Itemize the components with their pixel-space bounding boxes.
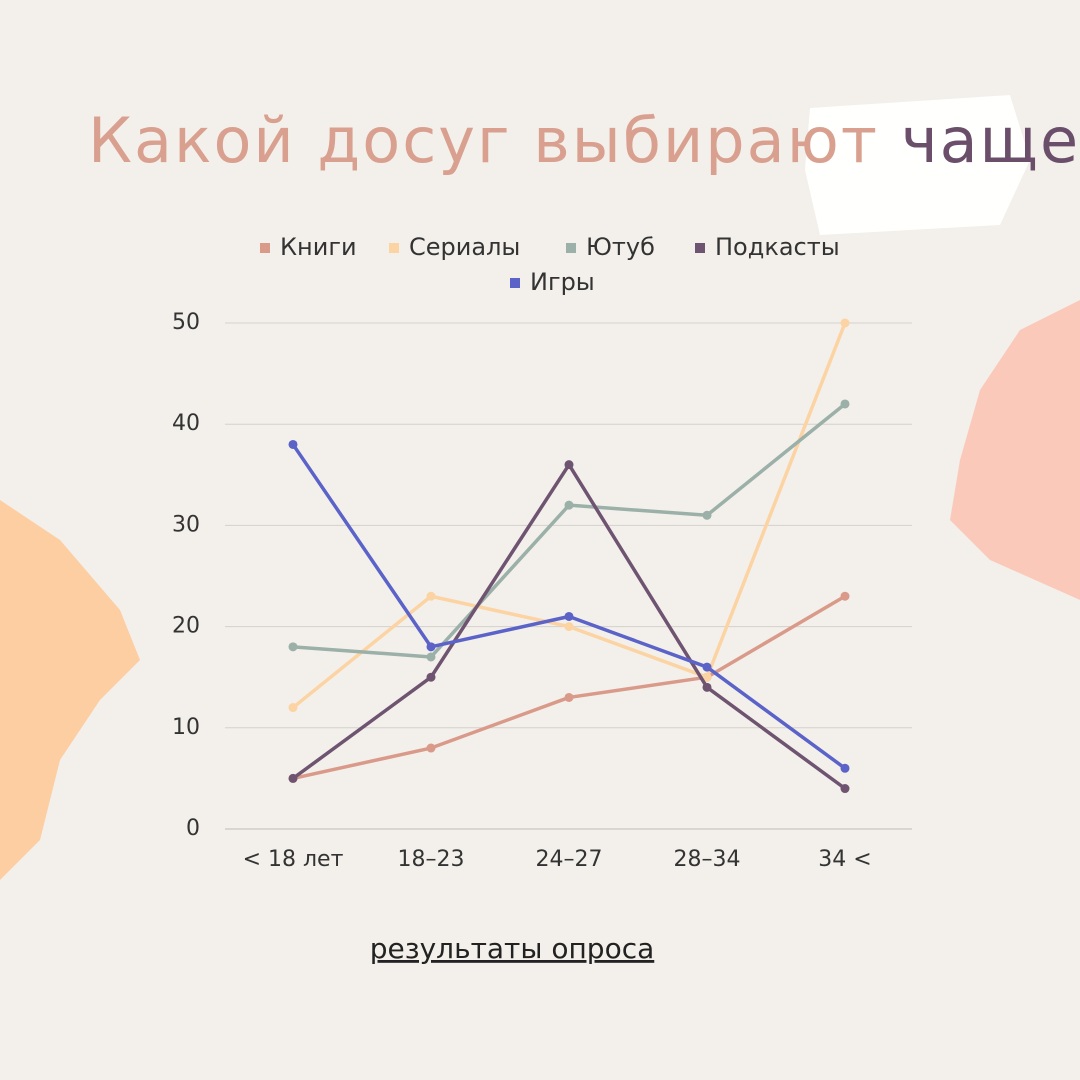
data-point [564, 500, 574, 510]
data-point [426, 642, 436, 652]
data-point [702, 510, 712, 520]
y-tick-label: 30 [172, 512, 200, 537]
legend-label: Игры [530, 268, 595, 296]
paint-stroke [0, 500, 140, 880]
data-point [288, 642, 298, 652]
x-tick-label: 28–34 [674, 847, 741, 872]
y-tick-label: 10 [172, 715, 200, 740]
title-highlight: чаще [901, 104, 1080, 177]
data-point [564, 611, 574, 621]
legend-swatch [566, 243, 576, 253]
data-point [564, 622, 574, 632]
y-tick-label: 50 [172, 310, 200, 335]
x-tick-label: < 18 лет [243, 847, 344, 872]
paint-stroke [950, 300, 1080, 600]
x-tick-label: 24–27 [536, 847, 603, 872]
data-point [702, 672, 712, 682]
chart-title: Какой досуг выбирают чаще [88, 104, 1080, 177]
legend-label: Книги [280, 233, 357, 261]
data-point [840, 591, 850, 601]
data-point [288, 439, 298, 449]
legend-label: Сериалы [409, 233, 520, 261]
data-point [702, 662, 712, 672]
data-point [426, 652, 436, 662]
data-point [840, 318, 850, 328]
title-text: Какой досуг выбирают [88, 104, 879, 177]
data-point [426, 591, 436, 601]
data-point [288, 703, 298, 713]
legend-swatch [510, 278, 520, 288]
x-tick-label: 18–23 [398, 847, 465, 872]
legend-swatch [260, 243, 270, 253]
x-tick-label: 34 < [818, 847, 871, 872]
data-point [288, 773, 298, 783]
y-tick-label: 40 [172, 411, 200, 436]
data-point [564, 692, 574, 702]
legend-label: Подкасты [715, 233, 840, 261]
data-point [564, 460, 574, 470]
y-tick-label: 0 [186, 816, 200, 841]
legend-swatch [695, 243, 705, 253]
y-tick-label: 20 [172, 614, 200, 639]
data-point [840, 784, 850, 794]
title-brush [805, 95, 1030, 235]
legend-swatch [389, 243, 399, 253]
data-point [840, 399, 850, 409]
data-point [702, 682, 712, 692]
data-point [426, 743, 436, 753]
legend-label: Ютуб [586, 233, 655, 261]
data-point [840, 763, 850, 773]
source-note: результаты опроса [370, 932, 655, 965]
data-point [426, 672, 436, 682]
